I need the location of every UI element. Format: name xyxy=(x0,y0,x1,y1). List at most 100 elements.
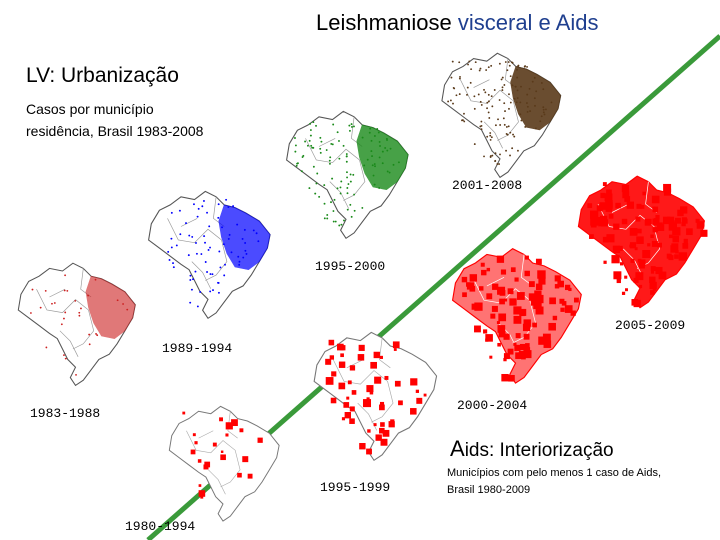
case-dot xyxy=(498,163,500,165)
municipality-patch xyxy=(182,411,186,415)
municipality-patch xyxy=(700,229,708,237)
municipality-patch xyxy=(474,325,481,333)
case-dot xyxy=(340,180,343,183)
state-borders xyxy=(186,411,241,495)
case-dot xyxy=(304,140,307,143)
case-dot xyxy=(352,173,355,176)
case-dot xyxy=(329,156,332,159)
municipality-patch xyxy=(655,215,660,220)
municipality-patch xyxy=(682,243,689,249)
municipality-patch xyxy=(650,270,655,274)
case-dot xyxy=(60,323,63,326)
case-dot xyxy=(319,151,322,154)
municipality-patch xyxy=(675,250,679,254)
municipality-patch xyxy=(415,389,420,393)
case-dot xyxy=(323,184,326,187)
case-dot xyxy=(503,123,506,126)
municipality-patch xyxy=(496,321,500,325)
case-dot xyxy=(200,253,203,255)
case-dot xyxy=(312,165,315,168)
municipality-patch xyxy=(532,322,537,328)
case-dot xyxy=(539,120,542,123)
municipality-patch xyxy=(606,234,615,243)
case-dot xyxy=(540,82,543,84)
case-dot xyxy=(499,153,501,156)
case-dot xyxy=(331,143,334,146)
case-dot xyxy=(473,95,476,98)
aids-subtitle-line1: Municípios com pelo menos 1 caso de Aids… xyxy=(447,467,662,479)
municipality-patch xyxy=(525,353,529,357)
case-dot xyxy=(78,311,81,314)
case-dot xyxy=(175,244,178,247)
case-dot xyxy=(350,215,353,218)
case-dot xyxy=(381,162,384,165)
case-dot xyxy=(190,288,193,291)
case-dot xyxy=(519,113,522,116)
case-dot xyxy=(509,131,512,134)
case-dot xyxy=(309,122,312,125)
case-dot xyxy=(489,134,492,137)
municipality-patch xyxy=(220,454,226,461)
aids-map-2005-2009 xyxy=(577,175,708,309)
municipality-patch xyxy=(501,373,509,382)
case-dot xyxy=(366,158,369,161)
case-dot xyxy=(392,163,395,166)
case-dot xyxy=(312,121,315,124)
municipality-patch xyxy=(543,340,552,348)
municipality-patch xyxy=(655,266,663,275)
municipality-patch xyxy=(651,195,660,204)
case-dot xyxy=(487,111,490,114)
case-dot xyxy=(485,69,488,71)
municipality-patch xyxy=(225,422,233,430)
municipality-patch xyxy=(637,228,642,234)
municipality-patch xyxy=(599,215,608,223)
municipality-patch xyxy=(650,234,654,238)
case-dot xyxy=(212,289,214,292)
municipality-patch xyxy=(621,291,626,295)
case-dot xyxy=(515,101,518,104)
case-dot xyxy=(66,289,69,292)
case-dot xyxy=(489,156,492,158)
case-dot xyxy=(376,128,379,130)
case-dot xyxy=(486,135,489,138)
case-dot xyxy=(238,260,241,263)
case-dot xyxy=(483,88,485,91)
municipality-patch xyxy=(503,333,510,340)
municipality-patch xyxy=(370,361,377,369)
municipality-patch xyxy=(630,258,635,263)
case-dot xyxy=(342,144,345,147)
municipality-patch xyxy=(375,434,382,441)
municipality-patch xyxy=(603,260,607,264)
case-dot xyxy=(203,235,206,238)
case-dot xyxy=(63,289,66,292)
case-dot xyxy=(452,102,454,105)
municipality-patch xyxy=(557,280,564,288)
municipality-patch xyxy=(513,315,522,324)
case-dot xyxy=(126,308,129,311)
case-dot xyxy=(170,246,173,249)
municipality-patch xyxy=(617,245,623,251)
case-dot xyxy=(318,195,321,198)
municipality-patch xyxy=(652,218,660,226)
municipality-patch xyxy=(497,325,506,333)
case-dot xyxy=(370,139,373,142)
municipality-patch xyxy=(695,218,700,223)
case-dot xyxy=(526,110,529,113)
case-dot xyxy=(449,99,452,102)
case-dot xyxy=(505,133,508,135)
municipality-patch xyxy=(534,290,542,298)
case-dot xyxy=(217,281,219,284)
municipality-patch xyxy=(548,322,556,331)
municipality-patch xyxy=(624,275,628,279)
case-dot xyxy=(347,183,350,185)
case-dot xyxy=(379,145,381,147)
municipality-patch xyxy=(485,334,493,342)
case-dot xyxy=(237,255,240,258)
municipality-patch xyxy=(538,277,546,285)
case-dot xyxy=(294,144,297,147)
case-dot xyxy=(507,61,510,63)
case-dot xyxy=(513,97,516,100)
municipality-patch xyxy=(528,281,535,288)
case-dot xyxy=(458,77,461,80)
municipality-patch xyxy=(242,456,249,463)
